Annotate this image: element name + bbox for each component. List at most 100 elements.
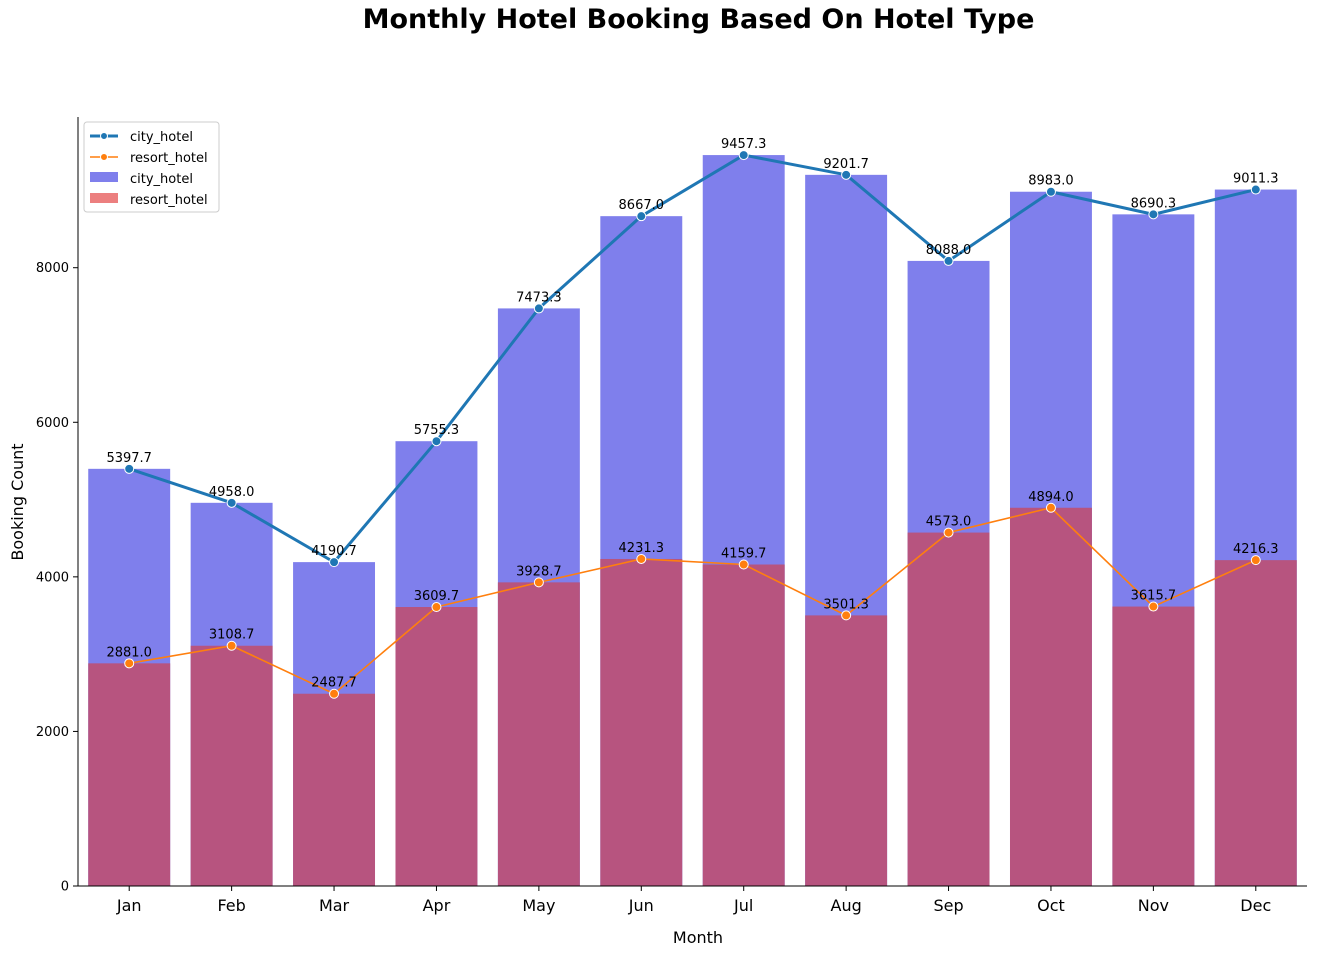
resort-hotel-line-point	[124, 658, 135, 669]
city-hotel-data-label: 5397.7	[106, 451, 152, 466]
city-hotel-line-point	[738, 150, 749, 161]
city-hotel-data-label: 4190.7	[311, 544, 357, 559]
y-tick-label: 8000	[36, 261, 69, 276]
resort-hotel-bar	[805, 615, 888, 886]
city-hotel-line-path	[128, 153, 1257, 564]
city-hotel-data-label: 8983.0	[1028, 174, 1074, 189]
x-tick-label: Jun	[628, 896, 654, 915]
x-tick-label: Aug	[831, 896, 862, 915]
resort-hotel-bar	[702, 564, 785, 886]
resort-hotel-bar	[600, 558, 683, 886]
city-hotel-line-point	[1148, 209, 1159, 220]
city-hotel-line-point	[533, 303, 544, 314]
resort-hotel-bar	[1009, 507, 1092, 886]
y-tick-label: 0	[61, 880, 69, 895]
resort-hotel-data-label: 3609.7	[414, 589, 460, 604]
resort-hotel-bar	[293, 693, 376, 886]
x-axis-label: Month	[673, 928, 723, 947]
resort-hotel-data-label: 2487.7	[311, 676, 357, 691]
resort-hotel-data-label: 4573.0	[926, 515, 972, 530]
y-tick-label: 4000	[36, 570, 69, 585]
legend-resort-bar-swatch	[90, 193, 118, 203]
x-tick-label: May	[522, 896, 555, 915]
city-hotel-line-point	[636, 211, 647, 222]
x-tick-label: Feb	[217, 896, 245, 915]
resort-hotel-bar	[497, 582, 580, 886]
city-hotel-line-point	[1045, 186, 1056, 197]
resort-hotel-line-point	[841, 610, 852, 621]
resort-hotel-data-label: 4216.3	[1233, 542, 1279, 557]
legend-resort-line-marker	[100, 153, 108, 161]
resort-hotel-data-label: 3108.7	[209, 628, 255, 643]
city-hotel-data-label: 9457.3	[721, 137, 767, 152]
y-tick-label: 2000	[36, 725, 69, 740]
data-labels: 5397.7 4958.0 4190.7 5755.3 7473.3 8667.0 9457…	[106, 137, 1278, 691]
x-tick-label: Apr	[423, 896, 451, 915]
legend-city-bar-swatch	[90, 172, 118, 182]
resort-hotel-data-label: 4894.0	[1028, 490, 1074, 505]
resort-hotel-line-point	[1250, 555, 1261, 566]
resort-hotel-data-label: 3501.3	[823, 597, 869, 612]
legend: city_hotel resort_hotel city_hotel resor…	[83, 121, 220, 213]
legend-city-line-label: city_hotel	[130, 130, 193, 145]
resort-hotel-bar	[1112, 606, 1195, 886]
legend-resort-bar-label: resort_hotel	[130, 193, 208, 208]
resort-hotel-line-point	[738, 559, 749, 570]
y-tick-label: 6000	[36, 416, 69, 431]
y-axis-label: Booking Count	[8, 443, 27, 560]
resort-hotel-line-point	[226, 640, 237, 651]
city-hotel-data-label: 7473.3	[516, 290, 562, 305]
resort-hotel-line	[124, 502, 1261, 699]
resort-hotel-line-point	[329, 688, 340, 699]
resort-hotel-bar	[88, 663, 171, 886]
x-tick-label: Jul	[733, 896, 753, 915]
resort-hotel-line-path	[129, 506, 1257, 695]
city-hotel-data-label: 9201.7	[823, 157, 869, 172]
resort-hotel-data-label: 4231.3	[619, 541, 665, 556]
x-tick-label: Dec	[1240, 896, 1271, 915]
resort-hotel-bar	[1214, 560, 1297, 886]
city-hotel-line-point	[943, 255, 954, 266]
resort-hotel-line-point	[1148, 601, 1159, 612]
x-tick-label: Oct	[1037, 896, 1065, 915]
resort-hotel-data-label: 3615.7	[1131, 589, 1177, 604]
city-hotel-line-point	[431, 436, 442, 447]
y-ticks: 0 2000 4000 6000 8000	[36, 261, 78, 895]
resort-hotel-bar	[190, 645, 273, 886]
city-hotel-line-point	[226, 497, 237, 508]
resort-hotel-data-label: 3928.7	[516, 564, 562, 579]
legend-city-bar-label: city_hotel	[130, 172, 193, 187]
x-tick-label: Jan	[116, 896, 142, 915]
city-hotel-data-label: 8088.0	[926, 243, 972, 258]
city-hotel-line	[124, 150, 1261, 568]
city-hotel-data-label: 8667.0	[619, 198, 665, 213]
city-hotel-line-point	[841, 169, 852, 180]
city-hotel-line-point	[329, 557, 340, 568]
resort-hotel-bar	[907, 532, 990, 886]
x-tick-label: Sep	[933, 896, 963, 915]
resort-hotel-line-point	[533, 577, 544, 588]
resort-hotel-data-label: 4159.7	[721, 547, 767, 562]
legend-city-line-marker	[100, 132, 108, 140]
city-hotel-line-point	[1250, 184, 1261, 195]
x-tick-label: Nov	[1138, 896, 1169, 915]
resort-hotel-line-point	[943, 527, 954, 538]
legend-box	[83, 121, 220, 213]
resort-hotel-data-label: 2881.0	[106, 645, 152, 660]
resort-hotel-bar	[395, 607, 478, 886]
city-hotel-line-point	[124, 463, 135, 474]
city-hotel-data-label: 8690.3	[1131, 196, 1177, 211]
x-ticks: Jan Feb Mar Apr May Jun Jul Aug Sep Oct Nov Dec	[116, 886, 1271, 915]
resort-hotel-line-point	[636, 553, 647, 564]
legend-resort-line-label: resort_hotel	[130, 151, 208, 166]
resort-hotel-bars	[88, 507, 1297, 886]
x-tick-label: Mar	[319, 896, 350, 915]
chart-title: Monthly Hotel Booking Based On Hotel Typ…	[362, 4, 1035, 35]
city-hotel-data-label: 4958.0	[209, 485, 255, 500]
city-hotel-data-label: 9011.3	[1233, 172, 1279, 187]
resort-hotel-line-point	[1045, 502, 1056, 513]
axes	[77, 117, 1307, 887]
city-hotel-data-label: 5755.3	[414, 423, 460, 438]
resort-hotel-line-point	[431, 602, 442, 613]
